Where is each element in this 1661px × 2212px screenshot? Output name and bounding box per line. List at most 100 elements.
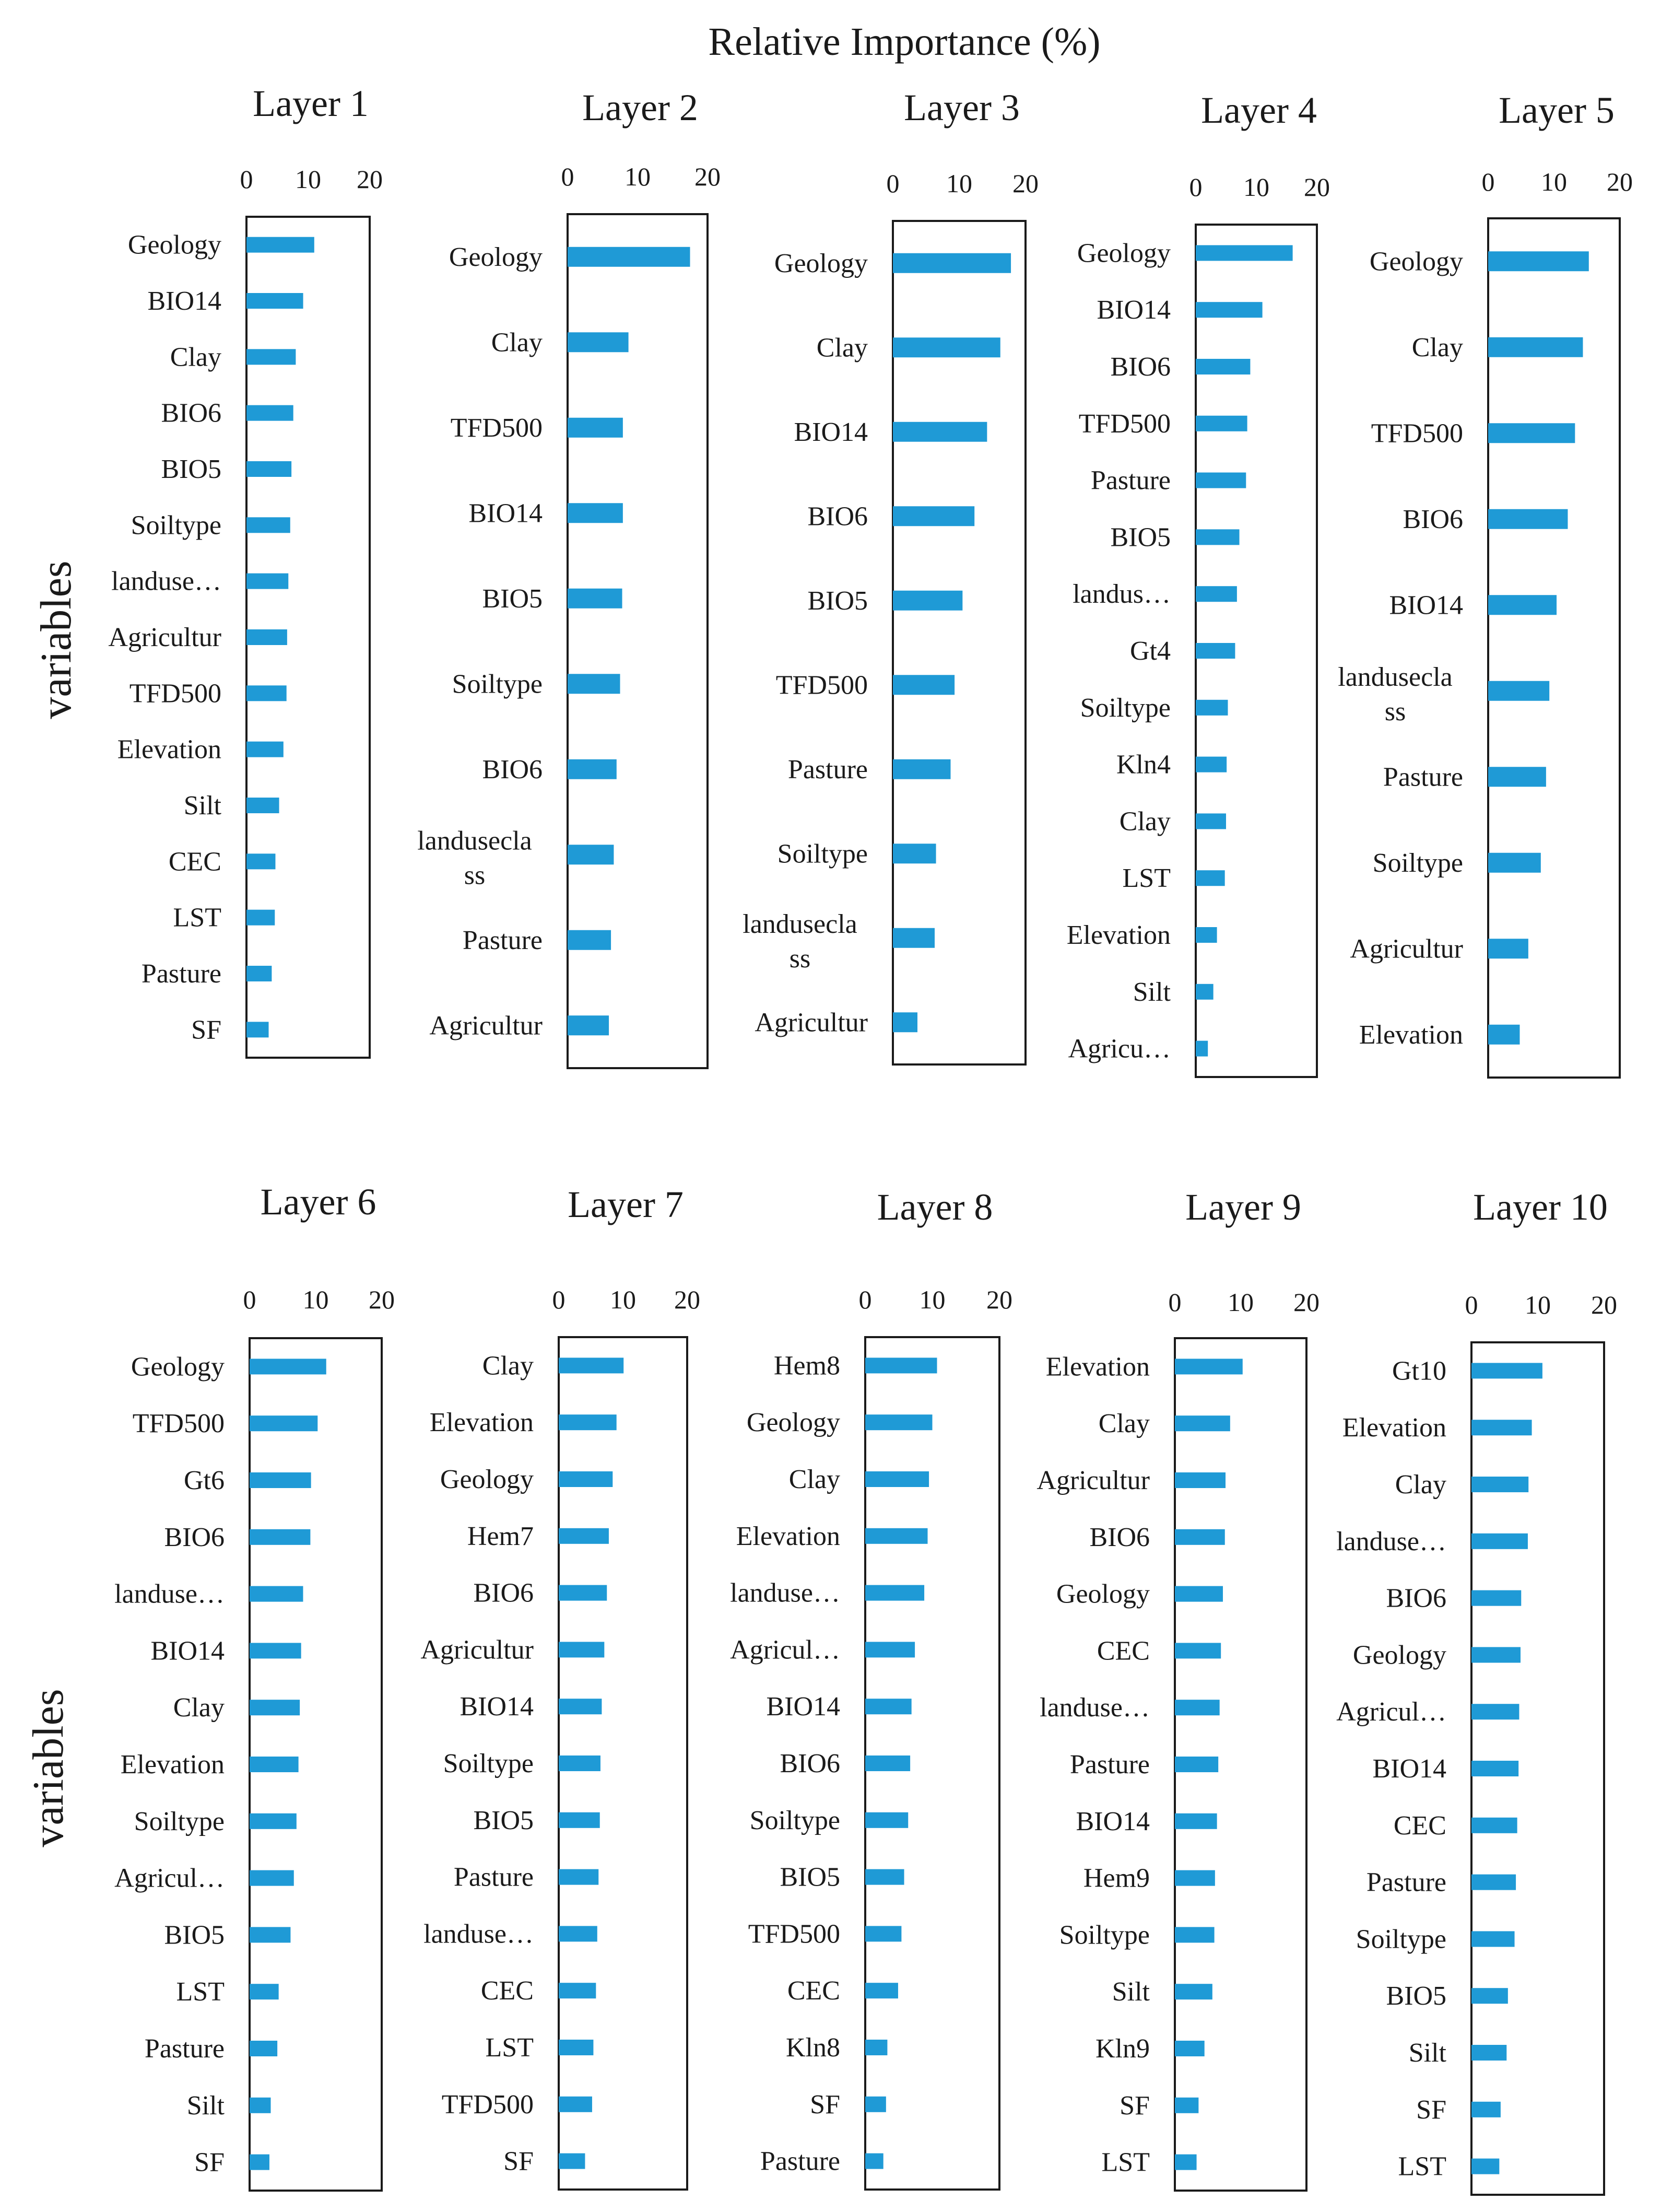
bar xyxy=(1196,1040,1208,1057)
bar xyxy=(1196,472,1246,488)
bar xyxy=(1175,2041,1205,2056)
category-label-line: ss xyxy=(464,860,485,890)
category-label: CEC xyxy=(1394,1811,1446,1841)
category-label: Gt4 xyxy=(1130,636,1171,666)
bar xyxy=(1471,1988,1508,2004)
category-label: Clay xyxy=(1120,806,1171,836)
category-label: landusecla ss xyxy=(1338,662,1452,727)
bar xyxy=(893,675,955,695)
category-label: LST xyxy=(173,903,221,933)
bar xyxy=(1488,852,1541,873)
bar xyxy=(1175,1359,1243,1375)
bar xyxy=(246,405,293,421)
category-label: BIO6 xyxy=(164,1523,225,1552)
x-tick-label: 10 xyxy=(1228,1288,1254,1317)
bar xyxy=(1471,2101,1501,2117)
category-label: TFD500 xyxy=(442,2090,534,2120)
bar xyxy=(1175,1927,1215,1943)
bar xyxy=(1488,423,1575,443)
category-label: Hem7 xyxy=(467,1522,534,1551)
x-tick-label: 10 xyxy=(610,1285,636,1314)
category-label: landuse… xyxy=(730,1578,840,1608)
bar xyxy=(559,1357,624,1374)
panel-title: Layer 4 xyxy=(1201,89,1317,131)
bar xyxy=(1488,939,1528,959)
plot-frame xyxy=(567,213,709,1069)
bar xyxy=(559,2153,585,2169)
x-tick-label: 20 xyxy=(1607,167,1633,196)
x-tick-label: 10 xyxy=(303,1285,329,1314)
bar xyxy=(1488,509,1568,529)
bar xyxy=(568,674,620,694)
x-tick-label: 0 xyxy=(552,1285,566,1314)
category-label: BIO5 xyxy=(807,586,868,616)
x-tick-label: 10 xyxy=(295,165,321,194)
panel-title: Layer 6 xyxy=(261,1181,376,1223)
bar xyxy=(559,1869,599,1885)
bar xyxy=(865,1699,912,1715)
category-label: Hem8 xyxy=(774,1351,840,1380)
bar xyxy=(250,1813,297,1829)
category-label: Silt xyxy=(1133,977,1171,1007)
bar xyxy=(250,2154,269,2170)
category-label: Geology xyxy=(1353,1640,1446,1670)
category-label: Soiltype xyxy=(750,1806,840,1835)
bar xyxy=(1175,1529,1225,1545)
bar xyxy=(865,2040,888,2055)
bar xyxy=(568,503,623,523)
category-label: Agricul… xyxy=(1336,1697,1446,1727)
bar xyxy=(250,1472,311,1488)
category-label: TFD500 xyxy=(129,678,221,708)
category-label: BIO5 xyxy=(473,1806,534,1835)
category-label: landusecla ss xyxy=(743,909,857,974)
x-tick-label: 0 xyxy=(243,1285,256,1314)
bar xyxy=(1196,359,1251,374)
bar xyxy=(1175,1700,1220,1716)
category-label: Elevation xyxy=(117,735,221,765)
bar xyxy=(559,1983,596,1999)
category-label: Elevation xyxy=(1046,1352,1150,1382)
category-label: Clay xyxy=(1395,1470,1446,1500)
category-label: landuse… xyxy=(111,567,221,596)
x-tick-label: 10 xyxy=(1243,172,1269,202)
bar xyxy=(1488,251,1589,272)
category-label: Pasture xyxy=(145,2034,225,2064)
bar xyxy=(865,1869,904,1885)
bar xyxy=(250,1643,301,1659)
category-label: Geology xyxy=(440,1465,534,1494)
bar xyxy=(1196,586,1237,602)
bar xyxy=(246,629,287,645)
bar xyxy=(893,590,963,611)
panel-layer-2: Layer 2 0 10 20 Geology Clay TFD500 BIO14 BIO5 So… xyxy=(417,87,721,1069)
category-label: Clay xyxy=(482,1351,534,1380)
bar xyxy=(246,349,296,365)
category-label: Elevation xyxy=(1359,1020,1463,1050)
x-tick-label: 20 xyxy=(357,165,383,194)
category-label: Soiltype xyxy=(1080,693,1171,723)
bar xyxy=(893,337,1000,358)
category-label: Soiltype xyxy=(134,1807,225,1836)
y-axis-title-bottom: variables xyxy=(24,1689,73,1847)
bar xyxy=(893,928,935,948)
category-label: SF xyxy=(1416,2095,1446,2125)
category-label: Pasture xyxy=(760,2147,840,2176)
plot-frame xyxy=(1487,217,1621,1079)
bar xyxy=(1196,302,1263,318)
panel-layer-10: Layer 10 0 10 20 Gt10 Elevation Clay landuse… BI… xyxy=(1336,1186,1617,2196)
category-label: SF xyxy=(1120,2091,1150,2121)
bar xyxy=(1196,643,1235,659)
bar xyxy=(1196,699,1228,716)
category-label: Pasture xyxy=(463,926,543,955)
bar xyxy=(1471,1647,1521,1663)
category-label: BIO14 xyxy=(1389,590,1463,620)
category-label: Pasture xyxy=(142,959,221,989)
bar xyxy=(568,247,690,267)
bar xyxy=(1175,1757,1219,1772)
bar xyxy=(568,759,617,779)
bar xyxy=(1488,767,1546,787)
x-tick-label: 0 xyxy=(1465,1290,1478,1319)
category-label: BIO6 xyxy=(807,501,868,531)
bar xyxy=(1196,927,1217,943)
bar xyxy=(1196,415,1247,431)
bar xyxy=(1175,2154,1197,2170)
